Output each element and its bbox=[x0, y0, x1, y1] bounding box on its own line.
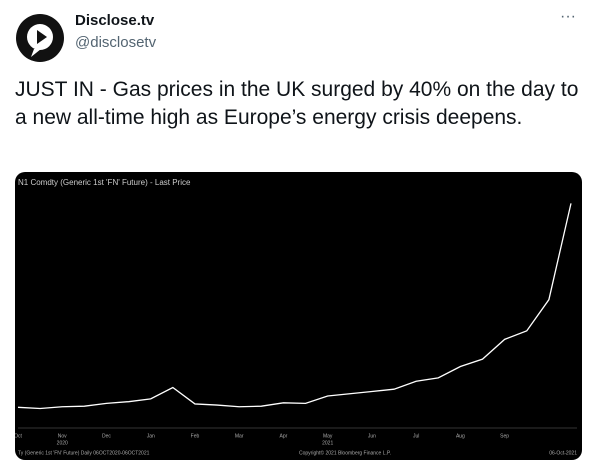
x-tick-sublabel: 2021 bbox=[322, 440, 333, 446]
x-tick-label: Oct bbox=[15, 433, 22, 439]
tweet-text: JUST IN - Gas prices in the UK surged by… bbox=[15, 78, 579, 129]
chart-title: N1 Comdty (Generic 1st 'FN' Future) - La… bbox=[18, 178, 191, 187]
x-tick-label: Feb bbox=[191, 433, 200, 439]
chart[interactable]: N1 Comdty (Generic 1st 'FN' Future) - La… bbox=[15, 172, 582, 460]
avatar[interactable] bbox=[15, 13, 65, 63]
footer-center: Copyright© 2021 Bloomberg Finance L.P. bbox=[299, 449, 391, 456]
price-line bbox=[17, 203, 572, 410]
x-tick-label: Jan bbox=[147, 433, 155, 439]
footer-left: Ty (Generic 1st 'FN' Future) Daily 06OCT… bbox=[18, 450, 150, 456]
x-tick-label: Nov bbox=[58, 433, 67, 439]
x-tick-label: Jun bbox=[368, 433, 376, 439]
x-tick-label: Apr bbox=[280, 433, 288, 439]
x-tick-label: Sep bbox=[500, 433, 509, 439]
x-tick-label: Jul bbox=[413, 433, 419, 439]
x-tick-label: Aug bbox=[456, 433, 465, 439]
x-tick-label: May bbox=[323, 433, 333, 439]
footer-right: 06-Oct-2021 bbox=[549, 450, 577, 456]
author-handle[interactable]: @disclosetv bbox=[75, 34, 157, 51]
chart-background bbox=[15, 172, 582, 460]
author-name[interactable]: Disclose.tv bbox=[75, 12, 155, 29]
x-tick-sublabel: 2020 bbox=[57, 440, 68, 446]
x-tick-label: Mar bbox=[235, 433, 244, 439]
more-menu[interactable]: ··· bbox=[560, 8, 576, 25]
x-tick-label: Dec bbox=[102, 433, 111, 439]
